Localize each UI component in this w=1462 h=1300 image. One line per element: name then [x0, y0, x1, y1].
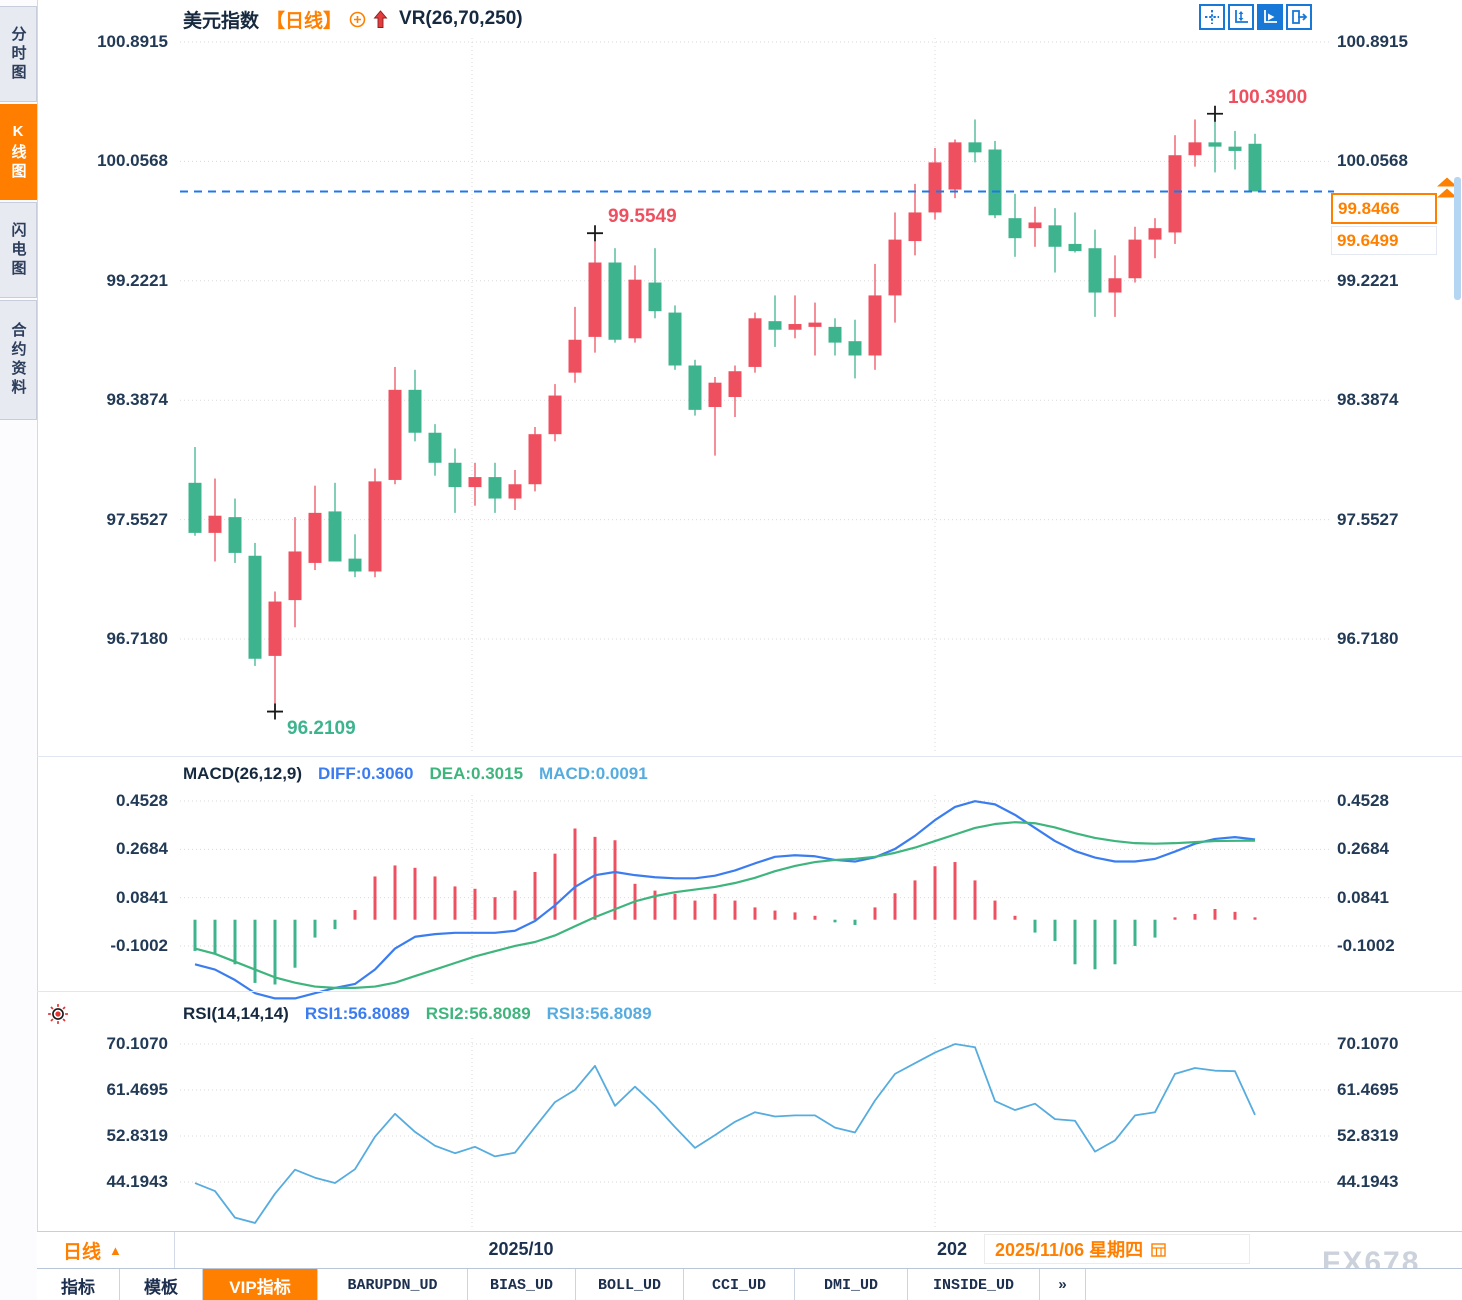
- y-axis-label: 0.2684: [1337, 839, 1389, 859]
- y-axis-label: 52.8319: [106, 1126, 168, 1145]
- indicator-label: VR(26,70,250): [399, 8, 523, 29]
- month-label: 2025/10: [488, 1239, 554, 1259]
- y-axis-label: 0.0841: [1337, 887, 1389, 907]
- time-axis: 日线 ▲ 2025/10 202 2025/11/06 星期四: [37, 1231, 1462, 1269]
- y-axis-label: 100.8915: [1337, 32, 1408, 51]
- sun-marker-icon[interactable]: [47, 1003, 69, 1030]
- expand-icon[interactable]: [349, 11, 366, 28]
- y-axis-label: 0.0841: [116, 887, 168, 907]
- macd-diff-value: DIFF:0.3060: [318, 764, 414, 783]
- calendar-icon: [1151, 1242, 1166, 1257]
- symbol-title: 美元指数: [183, 10, 260, 32]
- rsi2-value: RSI2:56.8089: [425, 1004, 531, 1023]
- y-axis-label: 99.2221: [106, 270, 168, 290]
- sidebar: 分时图 K线图 闪电图 合约资料: [0, 0, 38, 1300]
- macd-header: MACD(26,12,9) DIFF:0.3060 DEA:0.3015 MAC…: [183, 764, 648, 784]
- y-axis-label: 96.7180: [1337, 629, 1399, 649]
- sidebar-item-flash-chart[interactable]: 闪电图: [0, 202, 37, 298]
- y-axis-label: -0.1002: [110, 935, 168, 955]
- chart-toolbar: [1199, 4, 1312, 30]
- y-axis-label: 70.1070: [1337, 1034, 1399, 1053]
- sidebar-item-kline-chart[interactable]: K线图: [0, 104, 37, 200]
- chevron-up-icon: ▲: [109, 1242, 122, 1258]
- price-annotation: 96.2109: [287, 717, 356, 739]
- tab-bias-ud[interactable]: BIAS_UD: [468, 1269, 576, 1300]
- panel-divider: [37, 991, 1462, 992]
- price-annotation: 100.3900: [1228, 86, 1308, 108]
- rsi-header: RSI(14,14,14) RSI1:56.8089 RSI2:56.8089 …: [183, 1004, 652, 1024]
- y-axis-label: 96.7180: [106, 629, 168, 649]
- y-axis-label: 97.5527: [1337, 509, 1399, 529]
- y-axis-label: 44.1943: [1337, 1172, 1399, 1191]
- macd-title: MACD(26,12,9): [183, 764, 303, 783]
- rsi3-value: RSI3:56.8089: [546, 1004, 652, 1023]
- scale-y-axis-icon[interactable]: [1228, 4, 1254, 30]
- tab-templates[interactable]: 模板: [120, 1269, 203, 1300]
- tab-vip-indicators[interactable]: VIP指标: [203, 1269, 318, 1300]
- macd-dea-value: DEA:0.3015: [429, 764, 524, 783]
- tab-indicators[interactable]: 指标: [37, 1269, 120, 1300]
- rsi1-value: RSI1:56.8089: [304, 1004, 410, 1023]
- sidebar-item-time-share-chart[interactable]: 分时图: [0, 6, 37, 102]
- y-axis-label: 0.4528: [116, 791, 168, 810]
- up-arrow-icon: [373, 9, 388, 29]
- y-axis-label: 52.8319: [1337, 1126, 1399, 1145]
- month-label: 202: [937, 1239, 968, 1259]
- chart-header: 美元指数 【日线】 VR(26,70,250): [183, 6, 523, 32]
- y-axis-label: 61.4695: [106, 1079, 168, 1099]
- date-box[interactable]: 2025/11/06 星期四: [984, 1234, 1250, 1264]
- y-axis-label: 44.1943: [106, 1172, 168, 1191]
- pan-right-edge-icon[interactable]: [1286, 4, 1312, 30]
- y-axis-label: 100.0568: [1337, 151, 1408, 171]
- reference-price-label: 99.6499: [1331, 226, 1437, 255]
- y-axis-label: 0.4528: [1337, 791, 1389, 810]
- price-annotation: 99.5549: [608, 206, 677, 228]
- macd-macd-value: MACD:0.0091: [539, 764, 648, 783]
- y-axis-label: 61.4695: [1337, 1079, 1399, 1099]
- tab-inside-ud[interactable]: INSIDE_UD: [908, 1269, 1040, 1300]
- rsi-title: RSI(14,14,14): [183, 1004, 289, 1023]
- scale-x-axis-icon[interactable]: [1257, 4, 1283, 30]
- y-axis-label: 70.1070: [106, 1034, 168, 1053]
- y-axis-label: 97.5527: [106, 509, 168, 529]
- current-price-label: 99.8466: [1331, 193, 1437, 224]
- tab-cci-ud[interactable]: CCI_UD: [684, 1269, 795, 1300]
- y-axis-label: 99.2221: [1337, 270, 1399, 290]
- y-axis-label: 98.3874: [106, 390, 168, 410]
- y-axis-label: 98.3874: [1337, 390, 1399, 410]
- bottom-tab-bar: 指标 模板 VIP指标 BARUPDN_UD BIAS_UD BOLL_UD CCI_UD D…: [37, 1268, 1462, 1300]
- panel-divider: [37, 756, 1462, 757]
- period-selector[interactable]: 日线 ▲: [37, 1232, 175, 1268]
- tab-barupdn-ud[interactable]: BARUPDN_UD: [318, 1269, 468, 1300]
- tab-boll-ud[interactable]: BOLL_UD: [576, 1269, 684, 1300]
- y-axis-label: 100.8915: [97, 32, 168, 51]
- period-tag: 【日线】: [266, 10, 343, 32]
- y-axis-label: 100.0568: [97, 151, 168, 171]
- y-axis-label: 0.2684: [116, 839, 168, 859]
- tab-dmi-ud[interactable]: DMI_UD: [795, 1269, 908, 1300]
- sidebar-item-contract-info[interactable]: 合约资料: [0, 300, 37, 420]
- scrollbar-thumb[interactable]: [1454, 177, 1461, 300]
- tab-more[interactable]: »: [1040, 1269, 1086, 1300]
- pan-crosshair-icon[interactable]: [1199, 4, 1225, 30]
- y-axis-label: -0.1002: [1337, 935, 1395, 955]
